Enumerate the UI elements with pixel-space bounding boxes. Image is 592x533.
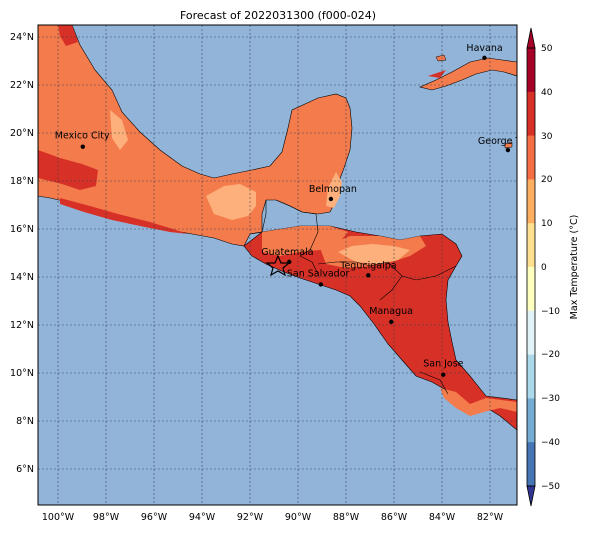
city-label: Tegucigalpa xyxy=(339,260,396,271)
colorbar-segment xyxy=(527,91,535,137)
y-axis: 6°N 8°N 10°N 12°N 14°N 16°N 18°N 20°N 22… xyxy=(10,32,34,475)
x-tick-label: 92°W xyxy=(237,512,264,523)
x-tick-label: 98°W xyxy=(93,512,120,523)
y-tick-label: 12°N xyxy=(10,320,34,331)
colorbar-segment xyxy=(527,267,535,312)
colorbar-segment xyxy=(527,48,535,93)
x-tick-label: 84°W xyxy=(429,512,456,523)
city-marker xyxy=(441,372,446,377)
city-label: George Tov xyxy=(478,136,532,147)
colorbar-tick-label: −30 xyxy=(541,394,560,404)
colorbar-segment xyxy=(527,398,535,443)
city-layer: Havana Mexico City George Tov Belmopan Guate… xyxy=(55,43,532,377)
city-marker xyxy=(389,319,394,325)
land-mexico-hot-south xyxy=(60,198,188,234)
country-borders xyxy=(249,199,457,395)
colorbar-segment xyxy=(527,135,535,180)
map-frame xyxy=(37,24,518,506)
land-yucatan-warm xyxy=(262,226,348,256)
colorbar-max-extension xyxy=(526,27,536,49)
y-tick-label: 20°N xyxy=(10,128,34,139)
city-label: San Salvador xyxy=(287,268,350,279)
city-label: Mexico City xyxy=(55,131,110,142)
city-label: Guatemala xyxy=(261,247,313,258)
map-title: Forecast of 2022031300 (f000-024) xyxy=(180,9,376,22)
city-marker xyxy=(482,55,487,61)
city-label: Managua xyxy=(369,306,413,317)
colorbar-tick-label: 40 xyxy=(541,88,553,98)
x-tick-label: 86°W xyxy=(381,512,408,523)
land-costa-rica-warm xyxy=(440,388,517,416)
colorbar-segments xyxy=(527,48,535,487)
colorbar-segment xyxy=(527,223,535,268)
colorbar-segment xyxy=(527,354,535,399)
x-tick-label: 96°W xyxy=(141,512,168,523)
y-tick-label: 18°N xyxy=(10,176,34,187)
y-tick-label: 24°N xyxy=(10,32,34,43)
city-label: Havana xyxy=(466,43,502,54)
land-cuba xyxy=(419,57,517,91)
land-cuba-west-hot xyxy=(428,70,446,78)
city-marker xyxy=(505,147,511,153)
land-highlands-cool-4 xyxy=(110,110,128,150)
x-tick-label: 100°W xyxy=(42,512,75,523)
city-marker xyxy=(328,196,334,202)
land-mexico-hot-west xyxy=(38,150,98,190)
city-label: San Jose xyxy=(423,359,463,370)
gridlines xyxy=(38,25,517,505)
land-isle-2 xyxy=(504,141,513,149)
colorbar-tick-label: −50 xyxy=(541,482,560,492)
colorbar-tick-label: 10 xyxy=(541,219,553,229)
x-tick-label: 94°W xyxy=(189,512,216,523)
colorbar-segment xyxy=(527,442,535,487)
colorbar-tick-label: 20 xyxy=(541,175,553,185)
colorbar-segment xyxy=(527,179,535,224)
x-axis: 100°W 98°W 96°W 94°W 92°W 90°W 88°W 86°W… xyxy=(42,512,504,523)
colorbar: 50 40 30 20 10 0 −10 −20 −30 −40 −50 Max… xyxy=(526,27,580,507)
map-panel: Havana Mexico City George Tov Belmopan Guate… xyxy=(38,25,532,505)
land-highlands-cool-3 xyxy=(338,244,410,264)
land-isle xyxy=(435,54,447,62)
city-marker xyxy=(366,273,371,278)
colorbar-tick-label: −10 xyxy=(541,307,560,317)
colorbar-frame xyxy=(526,47,536,487)
colorbar-tick-label: 50 xyxy=(541,44,553,54)
y-tick-label: 6°N xyxy=(16,464,34,475)
location-star-marker xyxy=(265,254,291,277)
y-tick-label: 14°N xyxy=(10,272,34,283)
colorbar-label: Max Temperature (°C) xyxy=(569,215,580,320)
land-highlands-cool xyxy=(206,184,256,220)
colorbar-ticks: 50 40 30 20 10 0 −10 −20 −30 −40 −50 xyxy=(541,44,560,492)
y-tick-label: 22°N xyxy=(10,80,34,91)
colorbar-segment xyxy=(527,310,535,356)
colorbar-tick-label: −40 xyxy=(541,438,560,448)
y-tick-label: 10°N xyxy=(10,368,34,379)
y-tick-label: 16°N xyxy=(10,224,34,235)
colorbar-min-extension xyxy=(526,485,536,507)
land-mexico-hot-north xyxy=(58,25,78,46)
city-marker xyxy=(80,144,85,149)
colorbar-tick-label: −20 xyxy=(541,350,560,360)
x-tick-label: 82°W xyxy=(477,512,504,523)
colorbar-tick-label: 0 xyxy=(541,263,547,273)
city-marker xyxy=(318,282,324,287)
x-tick-label: 90°W xyxy=(285,512,312,523)
colorbar-tick-label: 30 xyxy=(541,132,553,142)
x-tick-label: 88°W xyxy=(333,512,360,523)
city-marker xyxy=(287,259,292,265)
y-tick-label: 8°N xyxy=(16,416,34,427)
city-label: Belmopan xyxy=(309,184,357,195)
